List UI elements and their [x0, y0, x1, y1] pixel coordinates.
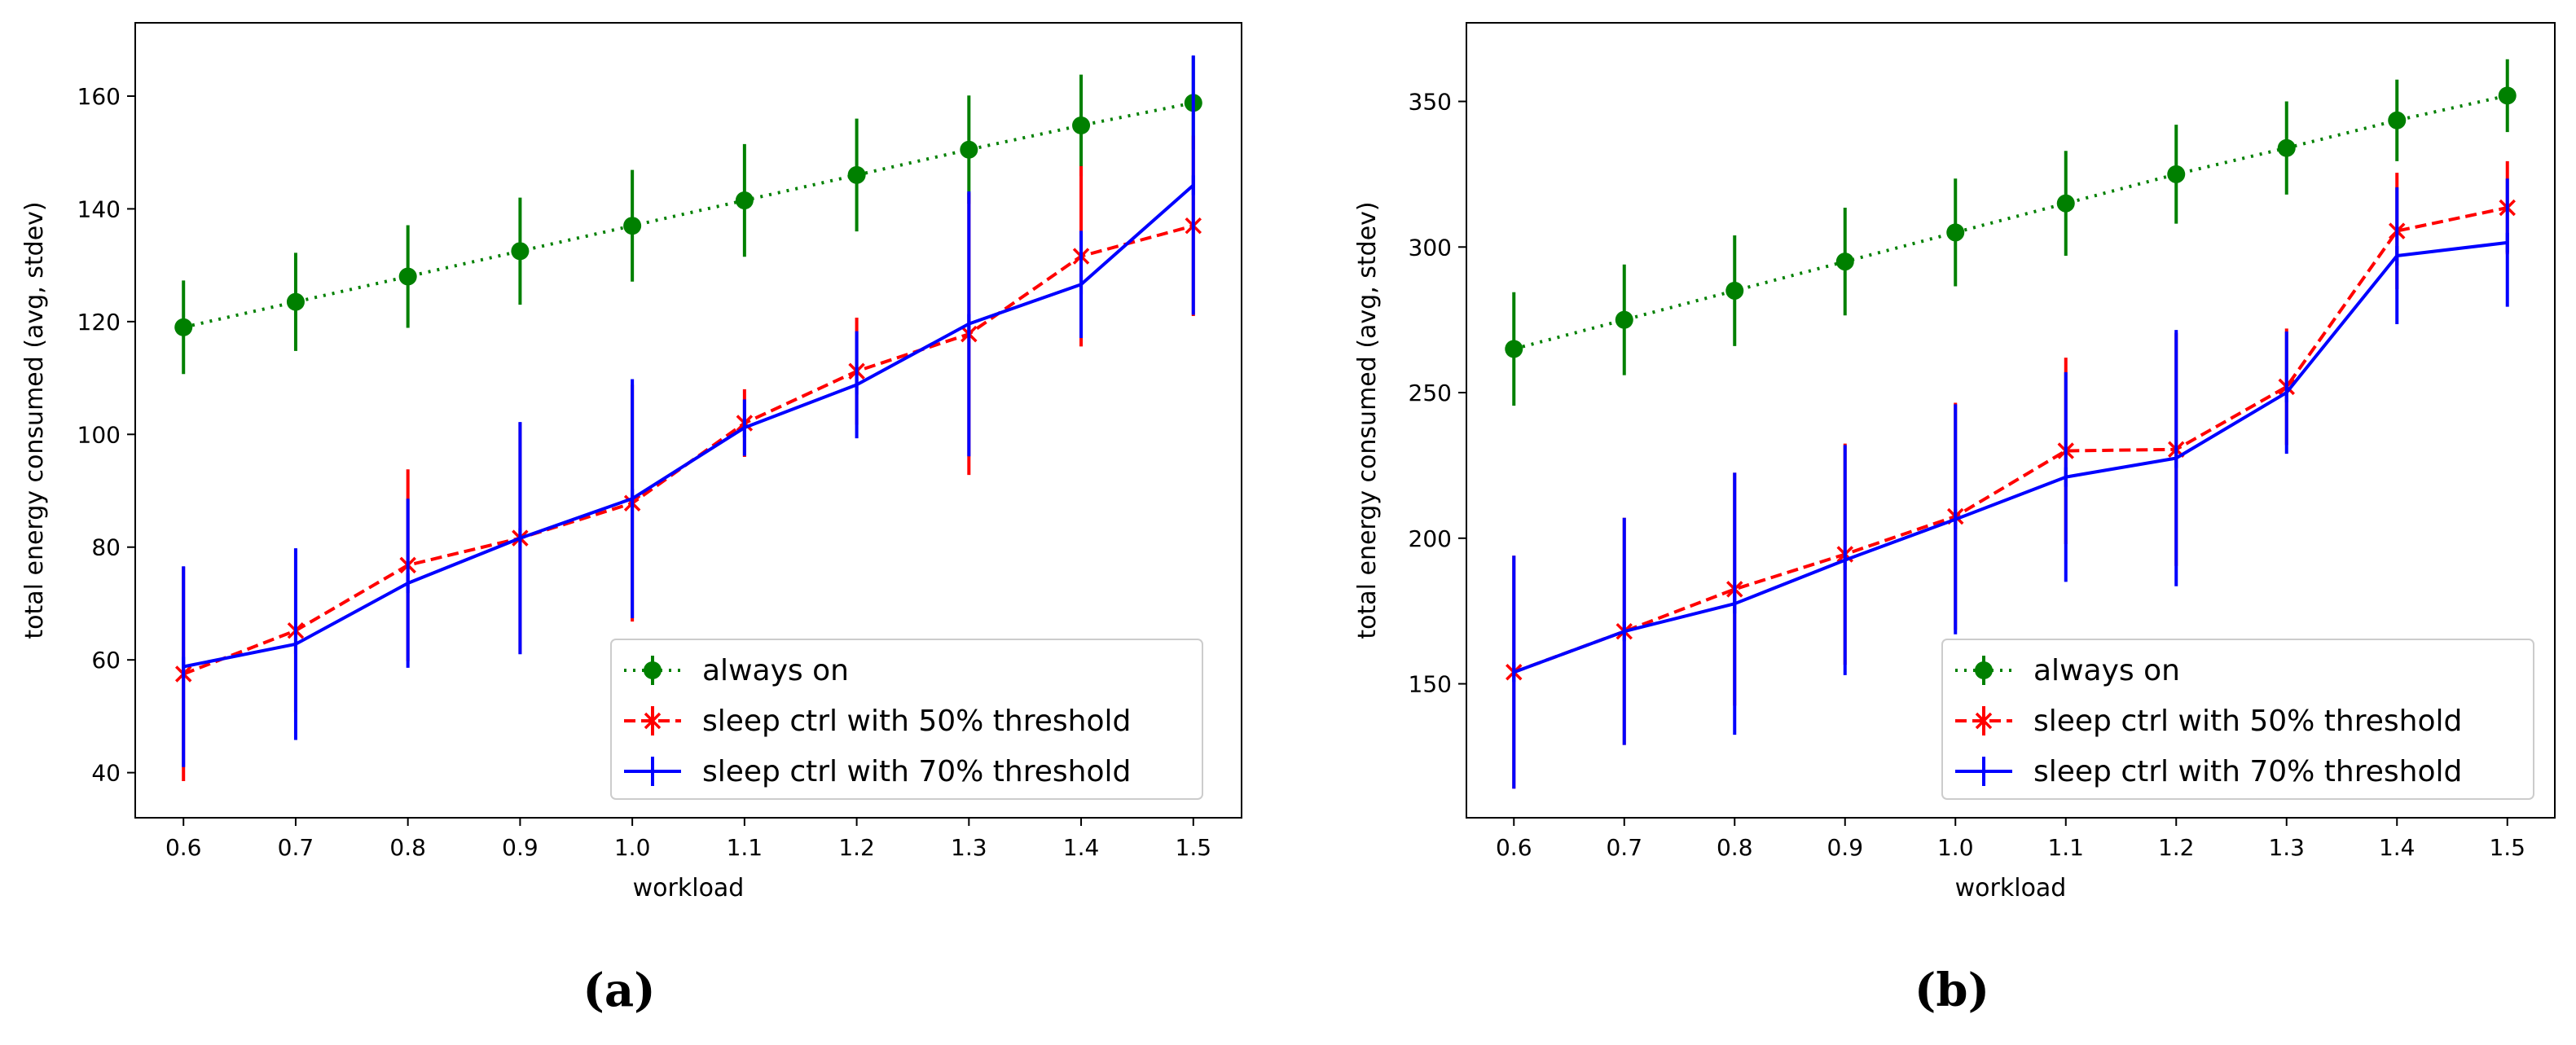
y-axis-a: 40 60 80 100 120 140 160 [77, 83, 135, 787]
legend-label: always on [2033, 654, 2180, 687]
legend-box-b [1941, 639, 2534, 800]
x-axis-b: 0.6 0.7 0.8 0.9 1.0 1.1 1.2 1.3 1.4 1.5 [1496, 818, 2525, 861]
data-point-always-on [511, 242, 530, 261]
legend-swatch-marker [644, 712, 662, 730]
y-tick-label-a: 160 [77, 83, 121, 110]
chart-panel-b: 0.6 0.7 0.8 0.9 1.0 1.1 1.2 1.3 1.4 1.5 150 200 250… [1353, 22, 2556, 1017]
data-point-always-on [2498, 86, 2517, 105]
y-axis-label-a: total energy consumed (avg, stdev) [20, 201, 49, 639]
x-tick-label-a: 1.3 [951, 834, 987, 861]
y-tick-label-a: 120 [77, 309, 121, 336]
legend-box-a [610, 639, 1203, 800]
series-layer-a [174, 55, 1202, 782]
x-tick-label-b: 1.0 [1937, 834, 1974, 861]
x-tick-label-a: 1.5 [1176, 834, 1212, 861]
x-tick-label-a: 1.2 [838, 834, 875, 861]
data-point-always-on [286, 292, 305, 311]
y-tick-label-a: 60 [91, 647, 121, 674]
series-line-sleep-ctrl-with-50-threshold [1513, 206, 2508, 674]
legend-a: always on sleep ctrl with 50% threshold sl… [610, 639, 1203, 800]
x-tick-label-a: 0.6 [165, 834, 202, 861]
y-axis-b: 150 200 250 300 350 [1409, 89, 1466, 698]
data-point-always-on [2277, 138, 2296, 157]
legend-label: sleep ctrl with 50% threshold [702, 705, 1131, 738]
legend-swatch-marker [1975, 712, 1993, 730]
x-tick-label-b: 0.7 [1606, 834, 1642, 861]
x-tick-label-a: 1.1 [727, 834, 763, 861]
x-tick-label-a: 0.8 [389, 834, 426, 861]
x-axis-a: 0.6 0.7 0.8 0.9 1.0 1.1 1.2 1.3 1.4 1.5 [165, 818, 1211, 861]
legend-swatch-marker [1975, 661, 1993, 679]
data-point-always-on [1615, 310, 1633, 329]
y-axis-label-b: total energy consumed (avg, stdev) [1353, 201, 1382, 639]
data-point-always-on [1505, 340, 1523, 358]
x-tick-label-a: 0.7 [278, 834, 314, 861]
x-axis-label-b: workload [1955, 874, 2067, 902]
x-tick-label-b: 1.2 [2158, 834, 2195, 861]
panel-label-a: (a) [582, 964, 655, 1017]
x-tick-label-b: 1.1 [2047, 834, 2084, 861]
x-tick-label-a: 1.0 [614, 834, 651, 861]
legend-label: sleep ctrl with 70% threshold [2033, 755, 2462, 788]
x-tick-label-a: 0.9 [502, 834, 538, 861]
x-tick-label-b: 0.8 [1717, 834, 1753, 861]
x-tick-label-b: 1.3 [2268, 834, 2305, 861]
data-point-always-on [623, 217, 642, 235]
series-line-always-on [182, 101, 1194, 329]
x-axis-label-a: workload [633, 874, 745, 902]
data-point-always-on [2167, 165, 2186, 183]
data-point-always-on [1072, 116, 1091, 134]
y-tick-label-a: 80 [91, 534, 121, 561]
x-tick-label-b: 1.4 [2379, 834, 2416, 861]
chart-panel-a: 0.6 0.7 0.8 0.9 1.0 1.1 1.2 1.3 1.4 1.5 40 60 80 100… [20, 22, 1242, 1017]
series-line-sleep-ctrl-with-70-threshold [182, 183, 1195, 669]
data-point-always-on [398, 267, 417, 286]
y-tick-label-a: 140 [77, 195, 121, 222]
y-tick-label-a: 40 [91, 760, 121, 787]
y-tick-label-b: 250 [1409, 380, 1452, 406]
y-tick-label-b: 300 [1409, 234, 1452, 261]
series-layer-b [1505, 59, 2517, 789]
legend-label: sleep ctrl with 70% threshold [702, 755, 1131, 788]
x-tick-label-a: 1.4 [1063, 834, 1100, 861]
legend-b: always on sleep ctrl with 50% threshold sl… [1941, 639, 2534, 800]
x-tick-label-b: 1.5 [2489, 834, 2525, 861]
data-point-always-on [1835, 252, 1854, 271]
x-tick-label-b: 0.6 [1496, 834, 1532, 861]
y-tick-label-b: 150 [1409, 671, 1452, 698]
y-tick-label-b: 350 [1409, 89, 1452, 116]
x-tick-label-b: 0.9 [1826, 834, 1863, 861]
data-point-always-on [2388, 111, 2407, 130]
y-tick-label-a: 100 [77, 421, 121, 448]
data-point-always-on [174, 318, 193, 336]
legend-swatch-marker [644, 661, 662, 679]
series-line-always-on [1513, 94, 2508, 351]
data-point-always-on [960, 140, 978, 159]
legend-label: always on [702, 654, 849, 687]
data-point-always-on [735, 191, 754, 210]
data-point-always-on [847, 165, 866, 184]
data-point-always-on [1725, 281, 1744, 300]
panel-label-b: (b) [1914, 964, 1989, 1017]
data-point-always-on [1946, 223, 1965, 242]
y-tick-label-b: 200 [1409, 525, 1452, 552]
series-line-sleep-ctrl-with-70-threshold [1513, 240, 2508, 674]
data-point-always-on [2056, 194, 2075, 213]
legend-label: sleep ctrl with 50% threshold [2033, 705, 2462, 738]
